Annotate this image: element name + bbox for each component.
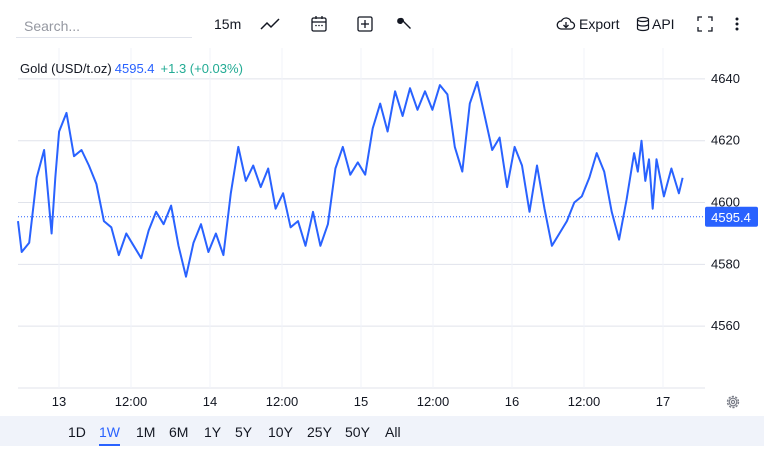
api-label: API bbox=[652, 16, 675, 32]
api-button[interactable]: API bbox=[636, 12, 675, 36]
last-price-label: 4595.4 bbox=[711, 210, 751, 225]
export-label: Export bbox=[579, 16, 620, 32]
chart-toolbar: 15m Export bbox=[0, 0, 764, 48]
tools-button[interactable] bbox=[396, 12, 414, 36]
plus-square-icon bbox=[357, 16, 373, 32]
more-menu-button[interactable] bbox=[731, 12, 743, 36]
range-button-5y[interactable]: 5Y bbox=[235, 424, 253, 440]
database-icon bbox=[636, 16, 650, 32]
more-vertical-icon bbox=[735, 17, 739, 31]
legend-value: 4595.4 bbox=[114, 61, 155, 76]
x-tick-label: 13 bbox=[52, 394, 66, 409]
export-button[interactable]: Export bbox=[556, 12, 619, 36]
last-price-marker: 4595.4 bbox=[18, 206, 758, 227]
date-range-button[interactable] bbox=[309, 12, 329, 36]
range-button-6m[interactable]: 6M bbox=[169, 424, 189, 440]
range-button-1w[interactable]: 1W bbox=[99, 424, 120, 446]
fullscreen-button[interactable] bbox=[696, 12, 714, 36]
y-tick-label: 4600 bbox=[711, 195, 740, 210]
range-button-25y[interactable]: 25Y bbox=[307, 424, 332, 440]
chart-type-button[interactable] bbox=[259, 12, 281, 36]
x-tick-label: 17 bbox=[656, 394, 670, 409]
calendar-icon bbox=[311, 16, 327, 32]
line-chart-icon bbox=[260, 18, 280, 30]
range-button-1y[interactable]: 1Y bbox=[204, 424, 222, 440]
x-tick-label: 12:00 bbox=[417, 394, 450, 409]
y-tick-label: 4620 bbox=[711, 133, 740, 148]
range-button-1d[interactable]: 1D bbox=[68, 424, 86, 440]
chart-grid bbox=[18, 48, 705, 389]
range-button-10y[interactable]: 10Y bbox=[268, 424, 293, 440]
settings-gear-icon[interactable] bbox=[724, 393, 742, 411]
series-line-0 bbox=[17, 81, 684, 278]
x-axis: 13 12:00 14 12:00 15 12:00 16 12:00 17 bbox=[52, 394, 670, 409]
last-price-badge bbox=[705, 206, 758, 227]
range-button-1m[interactable]: 1M bbox=[136, 424, 156, 440]
price-chart[interactable]: 4560 4580 4600 4620 4640 13 12:00 14 12:00 15 12:… bbox=[0, 0, 764, 416]
y-tick-label: 4640 bbox=[711, 71, 740, 86]
search-input[interactable] bbox=[16, 14, 192, 38]
time-range-bar: 1D 1W 1M 6M 1Y 5Y 10Y 25Y 50Y All bbox=[0, 416, 764, 446]
x-tick-label: 15 bbox=[354, 394, 368, 409]
x-tick-label: 12:00 bbox=[568, 394, 601, 409]
y-axis: 4560 4580 4600 4620 4640 bbox=[711, 71, 740, 333]
x-tick-label: 14 bbox=[203, 394, 217, 409]
x-tick-label: 12:00 bbox=[115, 394, 148, 409]
range-button-all[interactable]: All bbox=[385, 424, 401, 440]
chart-legend: Gold (USD/t.oz) 4595.4 +1.3 (+0.03%) bbox=[20, 61, 243, 76]
cloud-download-icon bbox=[556, 17, 576, 30]
chart-series bbox=[17, 81, 684, 278]
legend-symbol: Gold (USD/t.oz) bbox=[20, 61, 112, 76]
x-tick-label: 12:00 bbox=[266, 394, 299, 409]
range-button-50y[interactable]: 50Y bbox=[345, 424, 370, 440]
add-indicator-button[interactable] bbox=[355, 12, 375, 36]
y-tick-label: 4560 bbox=[711, 318, 740, 333]
wrench-icon bbox=[397, 17, 411, 29]
x-tick-label: 16 bbox=[505, 394, 519, 409]
legend-change: +1.3 (+0.03%) bbox=[160, 61, 243, 76]
interval-button[interactable]: 15m bbox=[214, 16, 242, 32]
y-tick-label: 4580 bbox=[711, 256, 740, 271]
fullscreen-icon bbox=[697, 16, 713, 32]
